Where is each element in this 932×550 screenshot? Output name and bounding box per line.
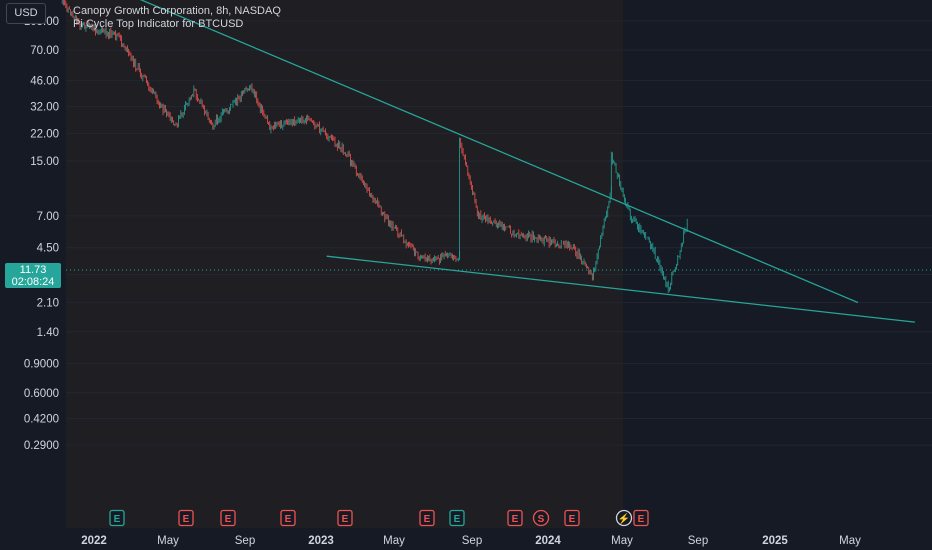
y-tick-label: 0.4200	[24, 413, 59, 425]
news-marker-label: ⚡	[618, 512, 630, 525]
x-tick-label: Sep	[462, 535, 482, 547]
y-tick-label: 0.2900	[24, 440, 59, 452]
earnings-marker[interactable]: E	[507, 509, 523, 527]
last-price-value: 11.73	[19, 264, 47, 276]
candlestick-series	[61, 0, 688, 293]
earnings-marker-label: E	[114, 514, 121, 525]
price-axis[interactable]: 520.00345.00225.00155.00105.0070.0046.00…	[24, 0, 59, 452]
earnings-marker[interactable]: E	[178, 509, 194, 527]
events-bar[interactable]: E E E E E E E E S E ⚡ E	[109, 509, 649, 527]
earnings-marker[interactable]: E	[220, 509, 236, 527]
trendline-lower[interactable]	[326, 255, 915, 323]
last-price-label: 11.73 02:08:24	[5, 263, 61, 288]
main-series-title[interactable]: Canopy Growth Corporation, 8h, NASDAQ	[73, 5, 281, 17]
y-tick-label: 46.00	[30, 75, 59, 87]
split-marker-label: S	[538, 514, 545, 525]
earnings-marker-label: E	[183, 514, 190, 525]
y-tick-label: 0.6000	[24, 388, 59, 400]
earnings-marker-label: E	[285, 514, 292, 525]
earnings-marker-label: E	[424, 514, 431, 525]
x-tick-label: Sep	[688, 535, 708, 547]
trendline-upper[interactable]	[61, 0, 859, 304]
y-tick-label: 32.00	[30, 101, 59, 113]
grid	[66, 20, 932, 446]
y-tick-label: 7.00	[37, 211, 59, 223]
y-tick-label: 2.10	[37, 298, 59, 310]
x-tick-label: 2022	[81, 535, 107, 547]
y-tick-label: 22.00	[30, 128, 59, 140]
bar-countdown: 02:08:24	[11, 276, 55, 288]
trendlines[interactable]	[61, 0, 915, 323]
earnings-marker[interactable]: E	[337, 509, 353, 527]
y-tick-label: 15.00	[30, 156, 59, 168]
y-tick-label: 0.9000	[24, 359, 59, 371]
x-tick-label: May	[157, 535, 179, 547]
earnings-marker[interactable]: E	[109, 509, 125, 527]
earnings-marker-label: E	[454, 514, 461, 525]
earnings-marker[interactable]: E	[419, 509, 435, 527]
earnings-marker-label: E	[225, 514, 232, 525]
x-tick-label: 2023	[308, 535, 334, 547]
y-tick-label: 70.00	[30, 45, 59, 57]
time-axis[interactable]: 2022 May Sep 2023 May Sep 2024 May Sep 2025 May	[81, 535, 861, 547]
indicator-title[interactable]: Pi Cycle Top Indicator for BTCUSD	[73, 18, 244, 30]
currency-button[interactable]: USD	[6, 3, 46, 24]
earnings-marker[interactable]: E	[449, 509, 465, 527]
earnings-marker-label: E	[512, 514, 519, 525]
highlight-region	[66, 0, 623, 528]
earnings-marker-label: E	[638, 514, 645, 525]
x-tick-label: May	[839, 535, 861, 547]
split-marker[interactable]: S	[532, 509, 550, 527]
x-tick-label: Sep	[235, 535, 255, 547]
x-tick-label: 2025	[762, 535, 788, 547]
y-tick-label: 4.50	[37, 243, 59, 255]
earnings-marker[interactable]: E	[633, 509, 649, 527]
earnings-marker-label: E	[569, 514, 576, 525]
x-tick-label: May	[611, 535, 633, 547]
x-tick-label: 2024	[535, 535, 561, 547]
legend: Canopy Growth Corporation, 8h, NASDAQ Pi…	[73, 5, 281, 31]
earnings-marker[interactable]: E	[564, 509, 580, 527]
x-tick-label: May	[383, 535, 405, 547]
news-marker[interactable]: ⚡	[615, 509, 633, 527]
earnings-marker-label: E	[342, 514, 349, 525]
earnings-marker[interactable]: E	[280, 509, 296, 527]
y-tick-label: 1.40	[37, 327, 59, 339]
